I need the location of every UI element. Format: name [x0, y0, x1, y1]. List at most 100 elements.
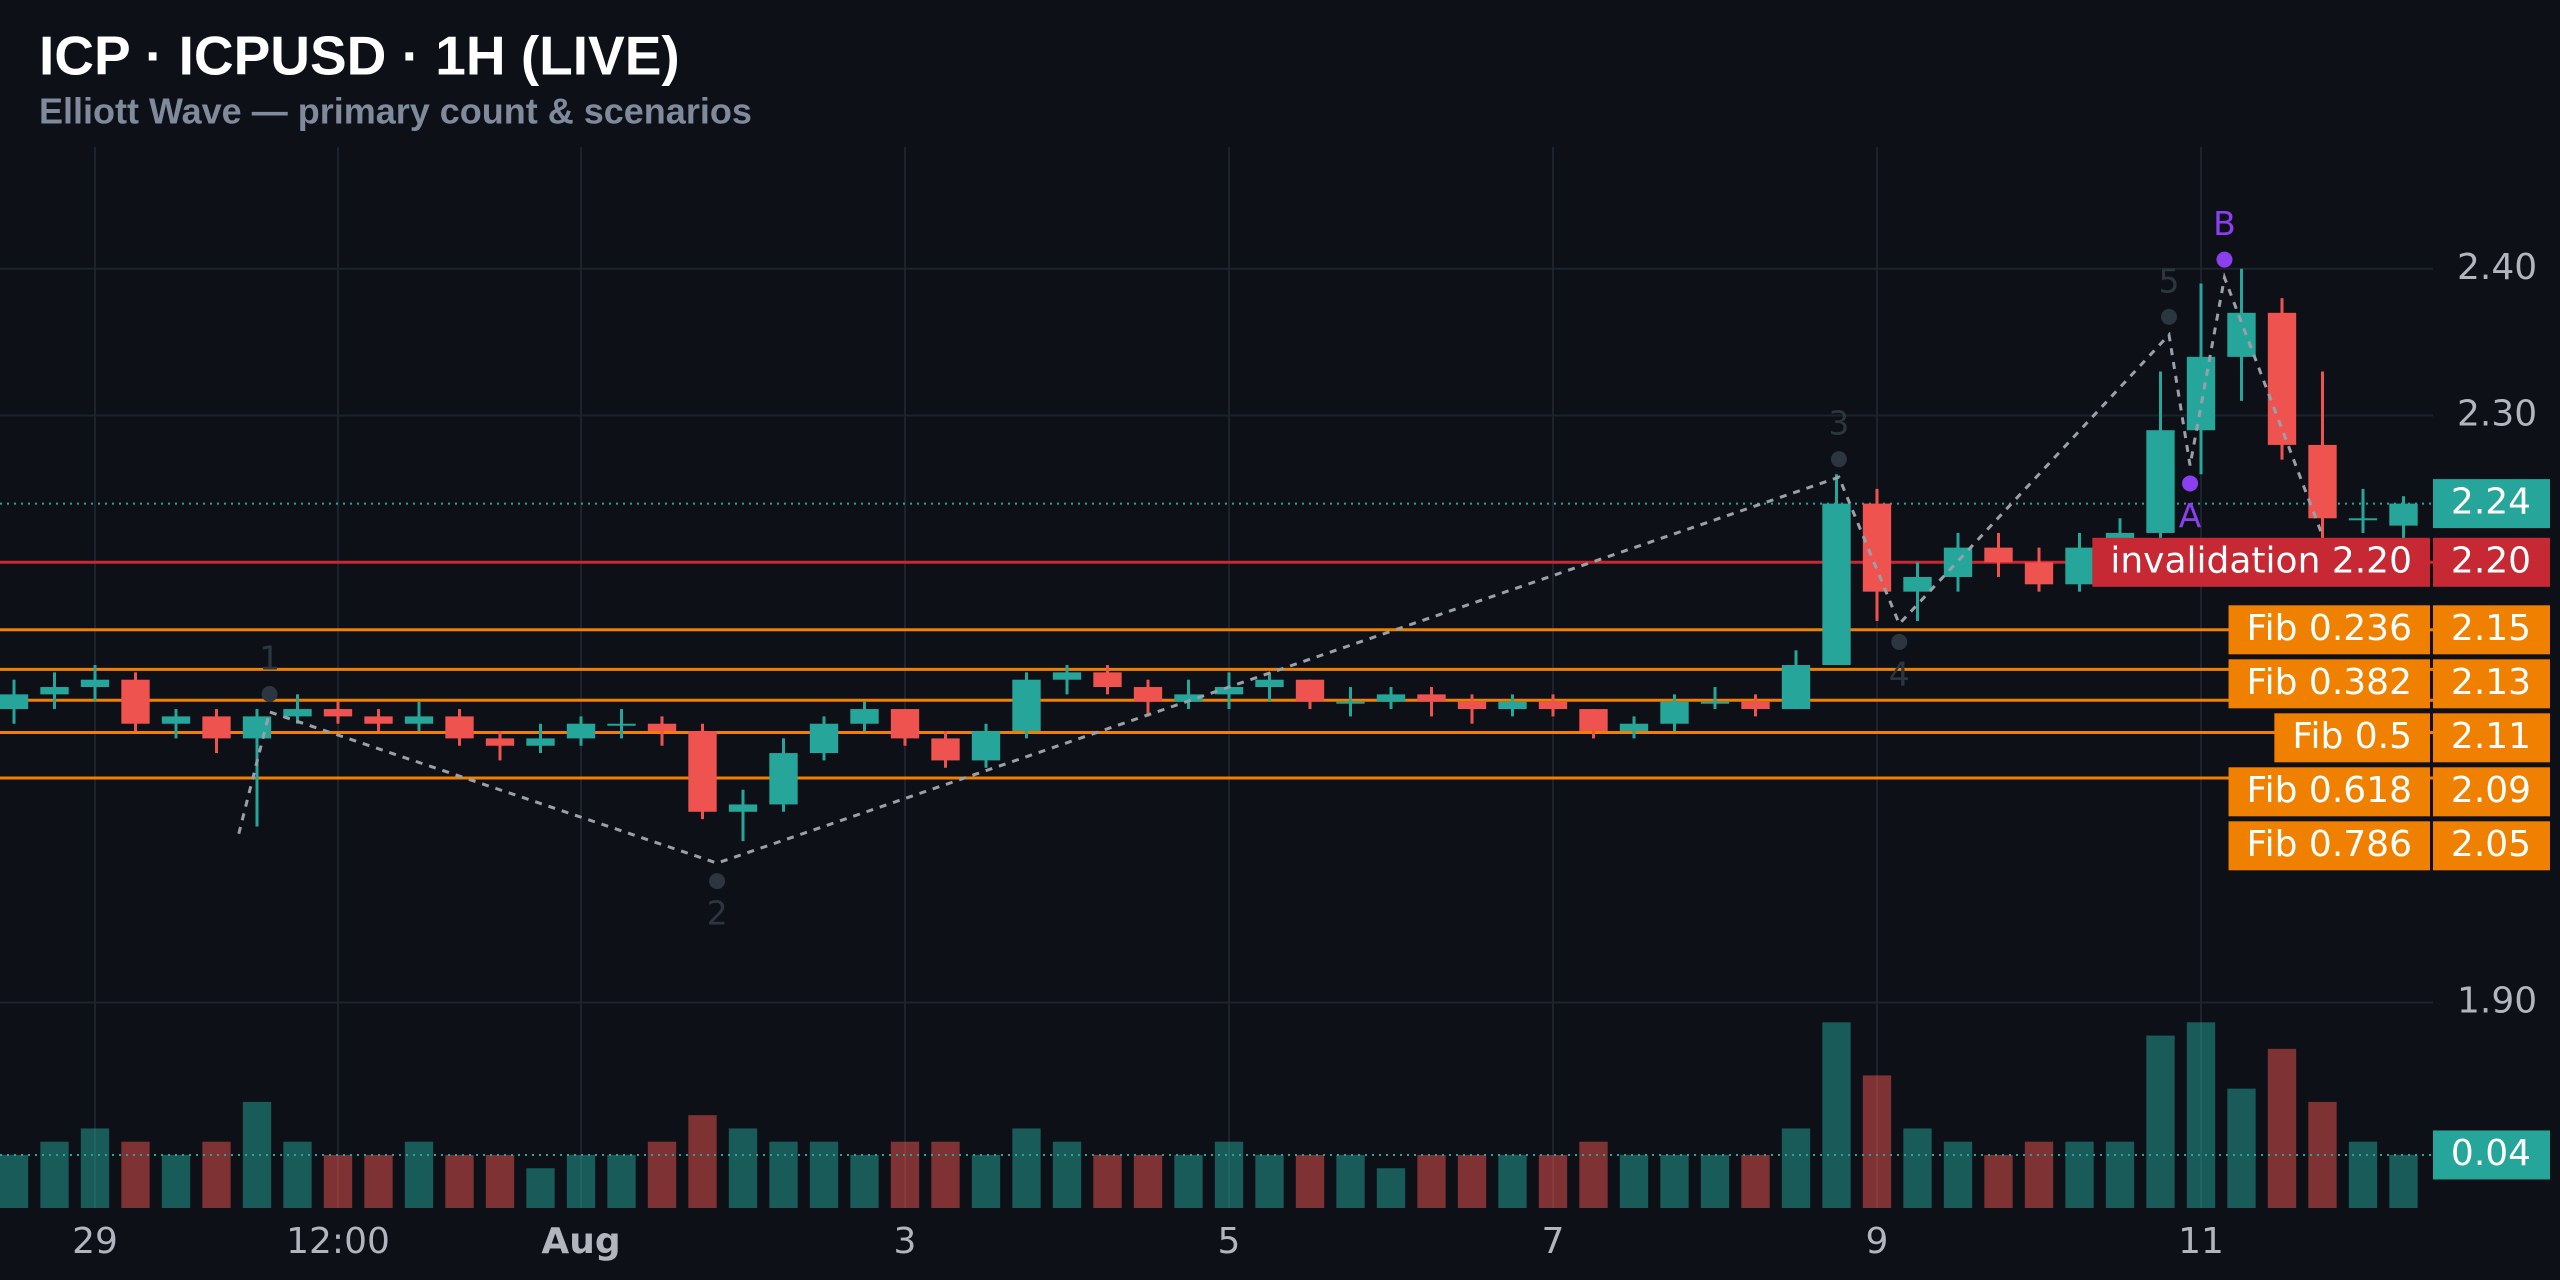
candle-body — [688, 731, 717, 812]
candle-body — [161, 716, 191, 724]
last-price-box — [2433, 479, 2550, 529]
candle-body — [971, 731, 1001, 761]
candle-body — [2146, 430, 2175, 533]
wave-point — [1830, 451, 1847, 468]
volume-bar — [526, 1168, 555, 1208]
volume-bar — [1741, 1154, 1770, 1208]
volume-bar — [1984, 1154, 2013, 1208]
level-name: Fib 0.236 — [2247, 608, 2412, 649]
volume-bar — [1376, 1168, 1406, 1208]
candle-body — [607, 723, 636, 726]
level-value-box — [2433, 821, 2550, 871]
volume-bar — [971, 1154, 1001, 1208]
volume-bar — [931, 1141, 960, 1208]
volume-bar — [2348, 1141, 2378, 1208]
volume-bar — [2389, 1154, 2418, 1208]
candle-body — [1255, 679, 1284, 688]
volume-bar — [2024, 1141, 2054, 1208]
level-name: Fib 0.618 — [2247, 770, 2412, 811]
candle-body — [1174, 694, 1203, 702]
candle-body — [728, 804, 758, 812]
candle-body — [1214, 687, 1244, 695]
candle-body — [931, 738, 960, 761]
volume-bar — [688, 1115, 717, 1208]
wave-point — [709, 873, 726, 890]
candle-body — [1538, 701, 1568, 710]
volume-bar — [1052, 1141, 1082, 1208]
candle-body — [1417, 694, 1446, 702]
x-tick-label: 12:00 — [286, 1221, 390, 1262]
volume-bar — [1781, 1128, 1811, 1208]
volume-bar — [1700, 1154, 1730, 1208]
volume-bar — [40, 1141, 69, 1208]
y-tick-label: 2.40 — [2457, 247, 2537, 288]
wave-point — [2161, 308, 2178, 325]
volume-bar — [1498, 1154, 1527, 1208]
level-value-box — [2433, 605, 2550, 655]
x-tick-label: 11 — [2178, 1221, 2224, 1262]
wave-label: 2 — [707, 894, 728, 933]
level-value: 2.13 — [2451, 662, 2531, 703]
waves: 1 2 3 4 5 A B — [237, 204, 2323, 933]
candle-body — [2267, 312, 2297, 445]
candle-body — [1660, 701, 1689, 724]
level-name-box — [2228, 659, 2430, 709]
volume-bar — [1295, 1154, 1325, 1208]
volume-bar — [1457, 1154, 1487, 1208]
candle-body — [1133, 687, 1163, 702]
volume-bar — [161, 1154, 191, 1208]
volume-bar — [2267, 1048, 2297, 1208]
level-name: invalidation 2.20 — [2110, 540, 2412, 581]
volume-bar — [1133, 1154, 1163, 1208]
level-name: Fib 0.786 — [2247, 824, 2412, 865]
volume-bar — [445, 1154, 474, 1208]
volume-bar — [1943, 1141, 1973, 1208]
candle-body — [445, 716, 474, 739]
volume-bar — [1579, 1141, 1608, 1208]
candle-body — [323, 709, 353, 717]
candle-body — [1700, 701, 1730, 704]
candle-body — [647, 723, 677, 732]
level-value: 2.11 — [2451, 716, 2531, 757]
volume-bar — [283, 1141, 312, 1208]
x-tick-label: Aug — [541, 1221, 620, 1262]
candle-body — [404, 716, 434, 724]
candle-body — [1862, 503, 1892, 592]
candle-body — [526, 738, 555, 746]
wave-point — [2216, 251, 2233, 268]
wave-path — [237, 272, 2323, 865]
candle-body — [1457, 701, 1487, 710]
y-tick-label: 2.30 — [2457, 394, 2537, 435]
volume-bar — [80, 1128, 110, 1208]
candle-body — [809, 723, 839, 754]
volume-bar — [1619, 1154, 1649, 1208]
chart-subtitle: Elliott Wave — primary count & scenarios — [39, 91, 752, 132]
candle-body — [890, 709, 920, 739]
volume-bar — [1660, 1154, 1689, 1208]
volume-bar — [728, 1128, 758, 1208]
level-value: 2.20 — [2451, 540, 2531, 581]
candle-body — [364, 716, 393, 724]
volume-bar — [607, 1154, 636, 1208]
candle-body — [769, 753, 798, 805]
candle-body — [1579, 709, 1608, 732]
candle-body — [1903, 576, 1932, 592]
wave-point — [2182, 475, 2199, 492]
candle-body — [0, 694, 29, 710]
candle-body — [566, 723, 596, 739]
x-tick-label: 5 — [1218, 1221, 1241, 1262]
volume-bar — [809, 1141, 839, 1208]
level-value-box — [2433, 767, 2550, 817]
axes: 1.90 2.30 2.40 29 12:00 Aug 3 5 7 9 11 — [72, 247, 2537, 1262]
volume-bar — [2227, 1088, 2256, 1208]
volume-bar — [769, 1141, 798, 1208]
candle-body — [1498, 701, 1527, 710]
last-volume-box — [2433, 1130, 2550, 1180]
volume-bar — [2186, 1022, 2216, 1208]
volume-bar — [1862, 1075, 1892, 1208]
candles — [0, 268, 2418, 842]
volume-bar — [1336, 1154, 1365, 1208]
candle-body — [1093, 672, 1122, 688]
